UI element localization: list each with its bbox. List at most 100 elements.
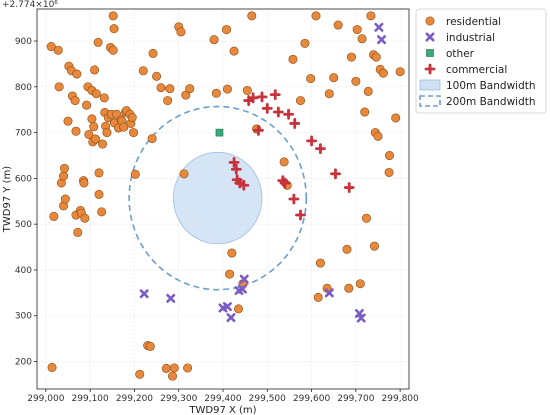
residential-point <box>102 128 112 138</box>
commercial-point <box>269 89 281 101</box>
residential-point <box>108 11 118 21</box>
x-tick-label: 299,800 <box>382 394 419 404</box>
residential-point <box>89 122 99 132</box>
y-axis-label: TWD97 Y (m) <box>2 166 13 234</box>
residential-point <box>344 283 354 293</box>
residential-point <box>179 169 189 179</box>
residential-point <box>59 163 69 173</box>
residential-point <box>129 128 139 138</box>
residential-point <box>225 269 235 279</box>
commercial-point <box>330 168 341 180</box>
residential-point <box>47 362 57 372</box>
industrial-point <box>324 288 334 298</box>
residential-point <box>385 151 395 161</box>
commercial-point <box>295 209 306 221</box>
data-points <box>46 11 405 381</box>
industrial-point <box>239 274 249 284</box>
residential-point <box>311 11 321 21</box>
industrial-stroke <box>377 35 387 45</box>
industrial-stroke <box>166 293 176 303</box>
residential-point <box>211 88 221 98</box>
residential-point <box>346 52 356 62</box>
industrial-stroke <box>374 22 384 32</box>
residential-point <box>363 86 373 96</box>
residential-point <box>94 168 104 178</box>
y-tick-label: 900 <box>15 37 32 47</box>
residential-point <box>148 48 158 58</box>
industrial-point <box>166 293 176 303</box>
residential-point <box>53 45 63 55</box>
residential-point <box>72 69 82 79</box>
legend-box <box>415 8 547 114</box>
legend-label: residential <box>446 16 501 28</box>
residential-point <box>384 167 394 177</box>
residential-point <box>71 126 81 136</box>
legend-label: industrial <box>446 32 495 44</box>
residential-point <box>94 189 104 199</box>
bandwidth-100m-ring <box>172 151 263 245</box>
residential-point <box>54 82 64 92</box>
residential-point <box>371 52 381 62</box>
commercial-point <box>283 108 294 120</box>
y-axis-ticks: 200 300 400 500 600 700 800 900 <box>15 37 37 368</box>
bandwidth-rings <box>128 105 308 291</box>
residential-point <box>360 107 370 117</box>
industrial-stroke <box>324 288 334 298</box>
residential-point <box>355 279 365 289</box>
commercial-point <box>247 92 259 104</box>
residential-point <box>234 304 244 314</box>
commercial-point <box>230 163 242 175</box>
industrial-point <box>222 302 232 312</box>
residential-point <box>315 258 325 268</box>
residential-point <box>82 100 92 110</box>
legend-residential-marker <box>425 16 435 26</box>
residential-point <box>366 11 376 21</box>
legend-label: other <box>446 48 475 60</box>
x-axis-label: TWD97 X (m) <box>188 405 256 415</box>
residential-point <box>357 34 367 44</box>
legend-item: industrial <box>425 32 495 44</box>
residential-point <box>161 363 171 373</box>
y-tick-label: 300 <box>15 312 32 322</box>
residential-point <box>391 113 401 123</box>
residential-point <box>242 85 252 95</box>
residential-point <box>145 341 155 351</box>
residential-point <box>60 194 70 204</box>
industrial-stroke <box>139 289 149 299</box>
residential-point <box>247 11 257 21</box>
y-tick-label: 500 <box>15 220 32 230</box>
residential-point <box>209 35 219 45</box>
residential-point <box>80 213 90 223</box>
residential-point <box>168 371 178 381</box>
residential-point <box>373 131 383 141</box>
residential-point <box>98 139 108 149</box>
residential-point <box>300 38 310 48</box>
residential-point <box>59 171 69 181</box>
industrial-point <box>374 22 384 32</box>
commercial-point <box>288 193 300 205</box>
residential-point <box>108 45 118 55</box>
residential-point <box>90 65 100 75</box>
grid <box>37 9 409 389</box>
other-series <box>215 128 224 137</box>
y-tick-label: 200 <box>15 358 32 368</box>
x-tick-label: 299,100 <box>72 394 109 404</box>
residential-point <box>352 25 362 35</box>
residential-point <box>91 89 101 99</box>
commercial-point <box>315 143 326 155</box>
residential-point <box>135 369 145 379</box>
residential-point <box>342 244 352 254</box>
industrial-point <box>377 35 387 45</box>
commercial-point <box>228 156 240 168</box>
residential-point <box>152 71 162 81</box>
legend-label: 100m Bandwidth <box>446 80 536 92</box>
legend-100m-swatch <box>419 79 441 91</box>
residential-point <box>288 54 298 64</box>
x-tick-label: 299,500 <box>249 394 286 404</box>
residential-point <box>93 37 103 47</box>
residential-point <box>49 211 59 221</box>
industrial-series <box>139 22 387 323</box>
residential-point <box>84 129 94 139</box>
residential-point <box>79 178 89 188</box>
